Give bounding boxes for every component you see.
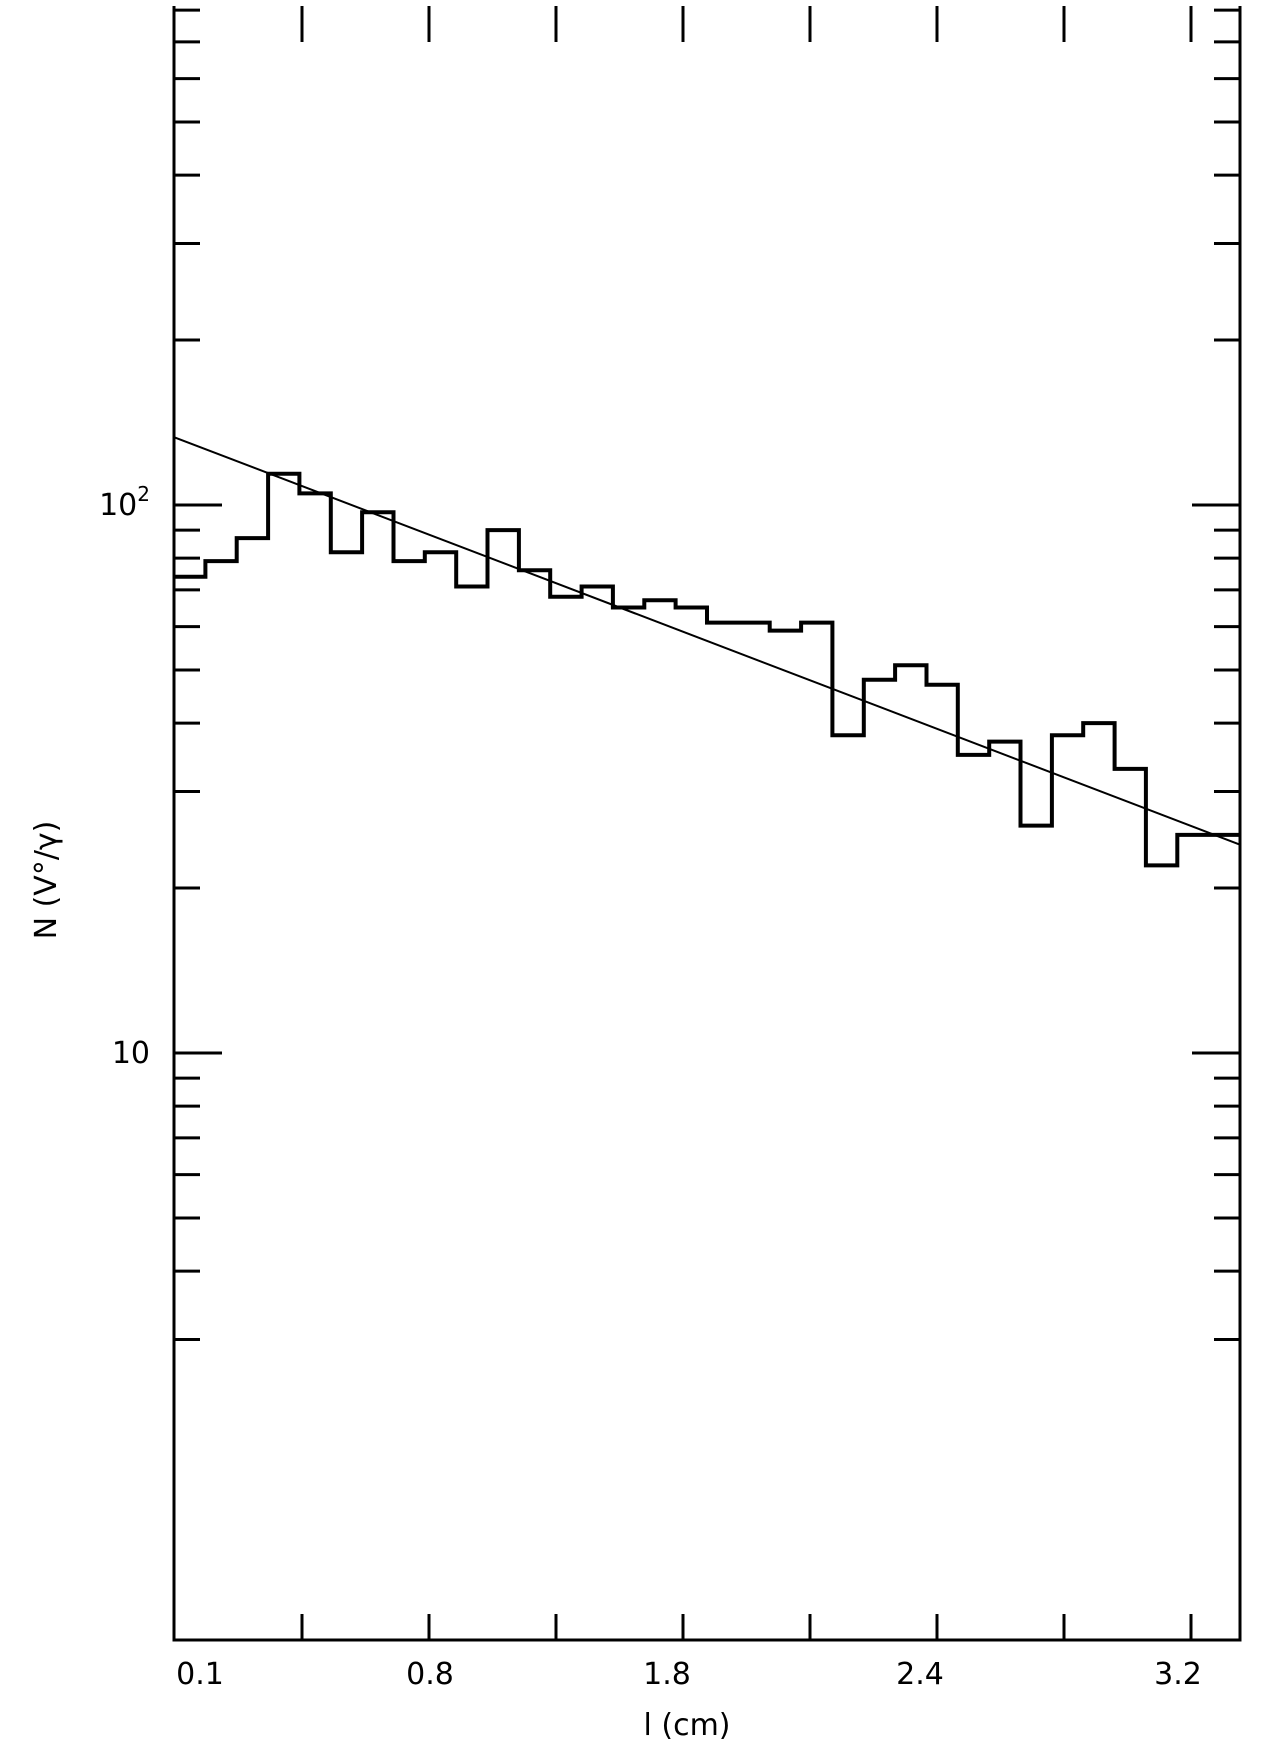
axis-frame — [172, 6, 1242, 1642]
histogram-bin — [237, 538, 268, 1640]
plot-frame — [172, 6, 1242, 1642]
histogram-bin — [1021, 826, 1052, 1640]
histogram-bin — [927, 685, 958, 1640]
histogram-bin — [519, 570, 550, 1640]
histogram-bin — [268, 474, 299, 1640]
y-tick-label: 102 — [99, 482, 150, 523]
histogram-bin — [1052, 735, 1083, 1640]
histogram-bin — [1209, 835, 1240, 1640]
y-tick-label-exponent: 2 — [137, 482, 150, 506]
x-tick-label: 0.8 — [406, 1657, 454, 1692]
fit-line — [173, 436, 1241, 846]
histogram-bin — [613, 608, 644, 1641]
histogram-bin — [864, 680, 895, 1640]
histogram-series — [174, 471, 1240, 1641]
histogram-bin — [425, 552, 456, 1640]
histogram-bin — [644, 600, 675, 1640]
x-tick-label: 1.8 — [643, 1657, 691, 1692]
y-axis-title: N (V°/γ) — [29, 821, 64, 940]
histogram-bin — [1083, 723, 1114, 1640]
fit-line-series — [173, 436, 1241, 846]
y-axis-ticks — [174, 8, 1240, 1342]
x-tick-labels: 0.1 0.8 1.8 2.4 3.2 — [176, 1657, 1202, 1692]
histogram-bin — [801, 623, 832, 1640]
histogram-bin — [488, 530, 519, 1640]
histogram-bin — [895, 665, 926, 1640]
histogram-outline — [174, 471, 1240, 868]
histogram-bin — [1146, 865, 1177, 1640]
histogram-bin — [394, 561, 425, 1640]
histogram-bin — [989, 742, 1020, 1640]
x-axis-title: l (cm) — [644, 1708, 731, 1743]
histogram-bin — [550, 597, 581, 1640]
histogram-bin — [707, 623, 738, 1640]
histogram-bin — [299, 493, 330, 1640]
histogram-bin — [958, 755, 989, 1640]
x-axis-ticks — [300, 6, 1193, 1640]
x-tick-label: 3.2 — [1154, 1657, 1202, 1692]
y-tick-label: 10 — [112, 1036, 150, 1071]
histogram-bin — [331, 552, 362, 1640]
histogram-bin — [832, 735, 863, 1640]
histogram-bin — [456, 587, 487, 1641]
histogram-bin — [770, 631, 801, 1640]
histogram-bin — [362, 512, 393, 1640]
x-tick-label: 0.1 — [176, 1657, 224, 1692]
histogram-bin — [174, 577, 205, 1640]
histogram-bin — [738, 623, 769, 1640]
y-tick-label-base: 10 — [99, 488, 137, 523]
histogram-bin — [1115, 769, 1146, 1640]
x-tick-label: 2.4 — [896, 1657, 944, 1692]
histogram-bin — [582, 587, 613, 1641]
y-tick-label-base: 10 — [112, 1036, 150, 1071]
histogram-bin — [676, 608, 707, 1641]
histogram-bin — [1177, 835, 1208, 1640]
histogram-bin — [205, 561, 236, 1640]
